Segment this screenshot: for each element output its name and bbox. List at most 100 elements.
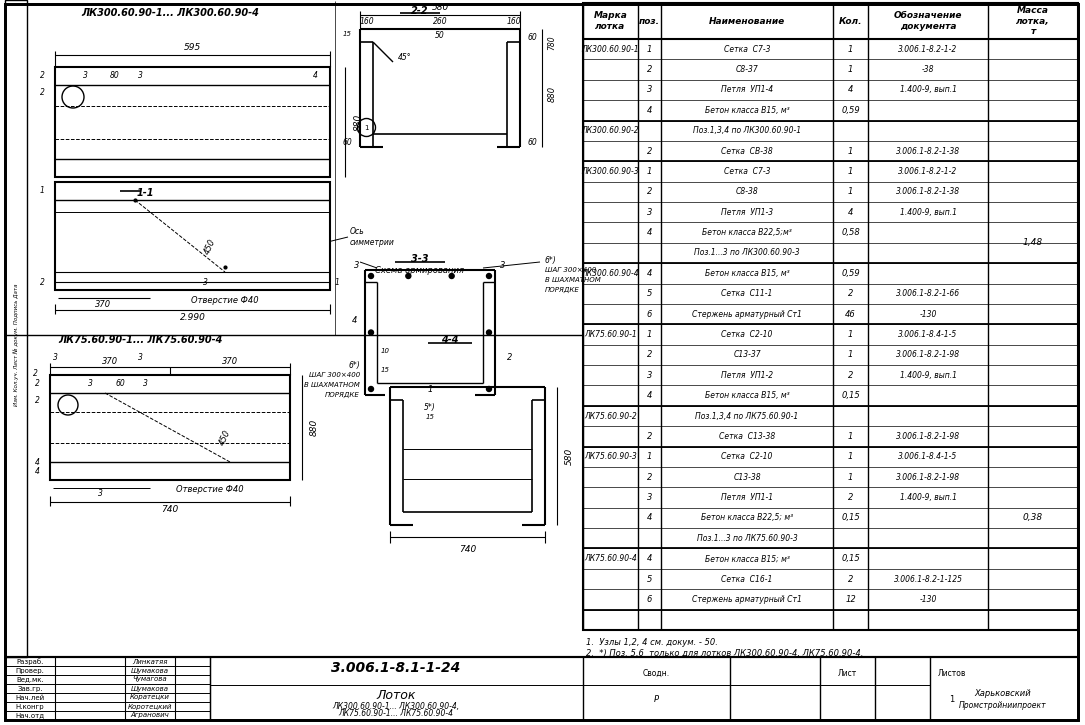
Text: Провер.: Провер. (15, 668, 44, 674)
Text: ПОРЯДКЕ: ПОРЯДКЕ (545, 287, 579, 293)
Text: 1: 1 (40, 186, 44, 194)
Text: 1.400-9, вып.1: 1.400-9, вып.1 (899, 86, 957, 94)
Text: Марка
лотка: Марка лотка (593, 12, 627, 30)
Text: 1: 1 (365, 125, 369, 130)
Text: 3.006.1-8.2-1-125: 3.006.1-8.2-1-125 (894, 574, 962, 584)
Text: 3: 3 (203, 278, 207, 286)
Text: 1.400-9, вып.1: 1.400-9, вып.1 (899, 370, 957, 380)
Text: Коратецки: Коратецки (130, 695, 170, 700)
Text: 0,15: 0,15 (841, 392, 860, 400)
Text: 80: 80 (110, 70, 119, 80)
Text: 2: 2 (647, 350, 652, 360)
Text: 15: 15 (381, 367, 390, 373)
Text: 160: 160 (507, 17, 521, 25)
Text: 2: 2 (40, 278, 44, 286)
Bar (583, 3, 1078, 630)
Text: 2: 2 (847, 370, 853, 380)
Text: ЛК300.60.90-1... ЛК300.60.90-4: ЛК300.60.90-1... ЛК300.60.90-4 (81, 8, 259, 18)
Text: Петля  УП1-4: Петля УП1-4 (720, 86, 773, 94)
Text: ШАГ 300×400: ШАГ 300×400 (545, 267, 597, 273)
Text: Бетон класса В15, м³: Бетон класса В15, м³ (704, 269, 789, 278)
Text: 3: 3 (647, 86, 652, 94)
Text: 5*): 5*) (424, 402, 436, 412)
Text: 2: 2 (647, 473, 652, 481)
Text: 3: 3 (138, 70, 142, 80)
Text: В ШАХМАТНОМ: В ШАХМАТНОМ (304, 382, 360, 388)
Text: 2: 2 (847, 493, 853, 502)
Text: 4: 4 (35, 457, 40, 466)
Text: Петля  УП1-2: Петля УП1-2 (720, 370, 773, 380)
Text: ЛК75.60.90-1... ЛК75.60.90-4: ЛК75.60.90-1... ЛК75.60.90-4 (58, 335, 222, 345)
Text: 880: 880 (548, 86, 557, 102)
Text: Поз.1...3 по ЛК300.60.90-3: Поз.1...3 по ЛК300.60.90-3 (694, 249, 800, 257)
Text: 3.006.1-8.4-1-5: 3.006.1-8.4-1-5 (898, 330, 958, 339)
Text: 2: 2 (40, 70, 44, 80)
Text: Схема армирования: Схема армирования (375, 265, 464, 275)
Circle shape (486, 386, 492, 392)
Text: Зав.гр.: Зав.гр. (17, 686, 42, 692)
Text: Ось
симметрии: Ось симметрии (350, 228, 395, 247)
Text: Лоток: Лоток (376, 689, 416, 702)
Text: 4: 4 (847, 208, 853, 217)
Text: 3.006.1-8.1-1-24: 3.006.1-8.1-1-24 (331, 661, 461, 675)
Text: 4: 4 (312, 70, 318, 80)
Text: ЛК300.60.90-1: ЛК300.60.90-1 (582, 45, 639, 54)
Text: Линкатяя: Линкатяя (132, 658, 168, 665)
Text: 2: 2 (507, 353, 512, 362)
Text: 60: 60 (342, 138, 352, 146)
Text: 1: 1 (647, 45, 652, 54)
Text: 46: 46 (845, 310, 856, 318)
Text: Сетка  С16-1: Сетка С16-1 (722, 574, 773, 584)
Text: Отверстие Ф40: Отверстие Ф40 (176, 486, 244, 494)
Text: 0,15: 0,15 (841, 513, 860, 523)
Text: ЛК75.60.90-3: ЛК75.60.90-3 (584, 452, 637, 461)
Circle shape (369, 273, 373, 278)
Text: Нач.отд: Нач.отд (15, 713, 44, 718)
Text: ЛК300.60.90-2: ЛК300.60.90-2 (582, 126, 639, 135)
Text: 370: 370 (102, 357, 118, 365)
Text: Шумакова: Шумакова (131, 686, 169, 692)
Text: 45°: 45° (398, 52, 411, 62)
Text: Бетон класса В22,5;м³: Бетон класса В22,5;м³ (702, 228, 792, 237)
Text: ЛК75.60.90-1... ЛК75.60.90-4: ЛК75.60.90-1... ЛК75.60.90-4 (339, 710, 454, 718)
Text: 2: 2 (647, 146, 652, 156)
Text: 2: 2 (647, 187, 652, 196)
Text: 3: 3 (82, 70, 88, 80)
Text: 60: 60 (528, 33, 538, 41)
Text: 3.006.1-8.2-1-98: 3.006.1-8.2-1-98 (896, 473, 960, 481)
Bar (5, 0, 27, 657)
Text: Сетка  С2-10: Сетка С2-10 (722, 452, 773, 461)
Text: Бетон класса В15, м³: Бетон класса В15, м³ (704, 106, 789, 115)
Text: Бетон класса В15, м³: Бетон класса В15, м³ (704, 392, 789, 400)
Text: Петля  УП1-1: Петля УП1-1 (720, 493, 773, 502)
Text: Стержень арматурный Ст1: Стержень арматурный Ст1 (692, 595, 802, 604)
Text: 2: 2 (647, 65, 652, 74)
Text: 1-1: 1-1 (137, 188, 154, 198)
Bar (55, 182, 330, 290)
Text: 1: 1 (847, 187, 853, 196)
Text: С8-37: С8-37 (736, 65, 758, 74)
Text: Р: Р (653, 695, 659, 705)
Text: 10: 10 (381, 348, 390, 355)
Text: Поз.1...3 по ЛК75.60.90-3: Поз.1...3 по ЛК75.60.90-3 (697, 534, 797, 543)
Text: Наименование: Наименование (709, 17, 786, 25)
Text: Нач.лей: Нач.лей (15, 695, 44, 700)
Text: 580: 580 (564, 447, 574, 465)
Text: 15: 15 (343, 31, 352, 37)
Text: 3: 3 (98, 489, 102, 499)
Text: ЛК75.60.90-2: ЛК75.60.90-2 (584, 412, 637, 420)
Text: 0,59: 0,59 (841, 269, 860, 278)
Text: 4: 4 (353, 315, 358, 325)
Text: Масса
лотка,
т: Масса лотка, т (1017, 6, 1050, 36)
Text: 2: 2 (34, 368, 38, 378)
Text: 6*): 6*) (545, 255, 557, 265)
Text: Сетка  С2-10: Сетка С2-10 (722, 330, 773, 339)
Text: 3.006.1-8.2-1-98: 3.006.1-8.2-1-98 (896, 350, 960, 360)
Text: 0,58: 0,58 (841, 228, 860, 237)
Text: Сетка  С11-1: Сетка С11-1 (722, 289, 773, 298)
Text: Листов: Листов (937, 668, 966, 677)
Text: ЛК300.60.90-1... ЛК300.60.90-4,: ЛК300.60.90-1... ЛК300.60.90-4, (332, 702, 460, 710)
Text: 1: 1 (847, 65, 853, 74)
Text: Разраб.: Разраб. (16, 658, 43, 665)
Text: Н.конгр: Н.конгр (15, 703, 44, 710)
